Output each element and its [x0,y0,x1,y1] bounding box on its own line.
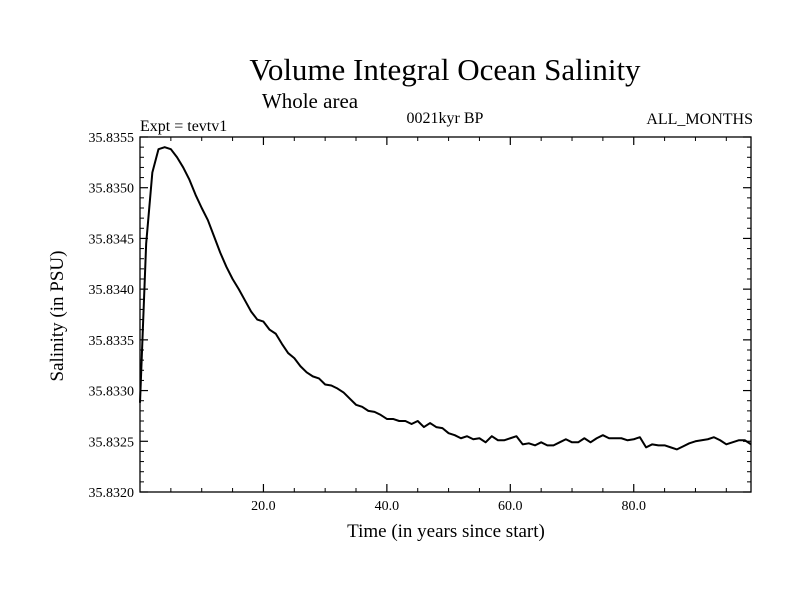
x-tick-label: 40.0 [375,499,400,514]
y-axis-label: Salinity (in PSU) [47,251,68,382]
tick-labels: 20.0 40.0 60.0 80.0 35.8320 35.8325 35.8330 35.… [89,131,646,514]
x-tick-label: 80.0 [621,499,646,514]
x-tick-label: 20.0 [251,499,276,514]
x-tick-label: 60.0 [498,499,523,514]
tick-marks [140,136,751,493]
y-tick-label: 35.8345 [89,232,135,247]
salinity-line [139,146,752,451]
x-axis-label: Time (in years since start) [347,521,545,542]
chart-title: Volume Integral Ocean Salinity [249,52,641,87]
period-label: 0021kyr BP [407,110,484,127]
axes [139,136,752,493]
y-tick-label: 35.8325 [89,435,135,450]
months-label: ALL_MONTHS [646,111,753,128]
experiment-label: Expt = tevtv1 [140,118,227,135]
chart-subtitle: Whole area [262,89,359,113]
y-tick-label: 35.8340 [89,283,135,298]
y-tick-label: 35.8350 [89,182,135,197]
y-tick-label: 35.8320 [89,486,135,501]
plot-frame [139,136,752,493]
y-tick-label: 35.8355 [89,131,135,146]
y-tick-label: 35.8330 [89,385,135,400]
series-lines [139,146,752,451]
y-tick-label: 35.8335 [89,334,135,349]
